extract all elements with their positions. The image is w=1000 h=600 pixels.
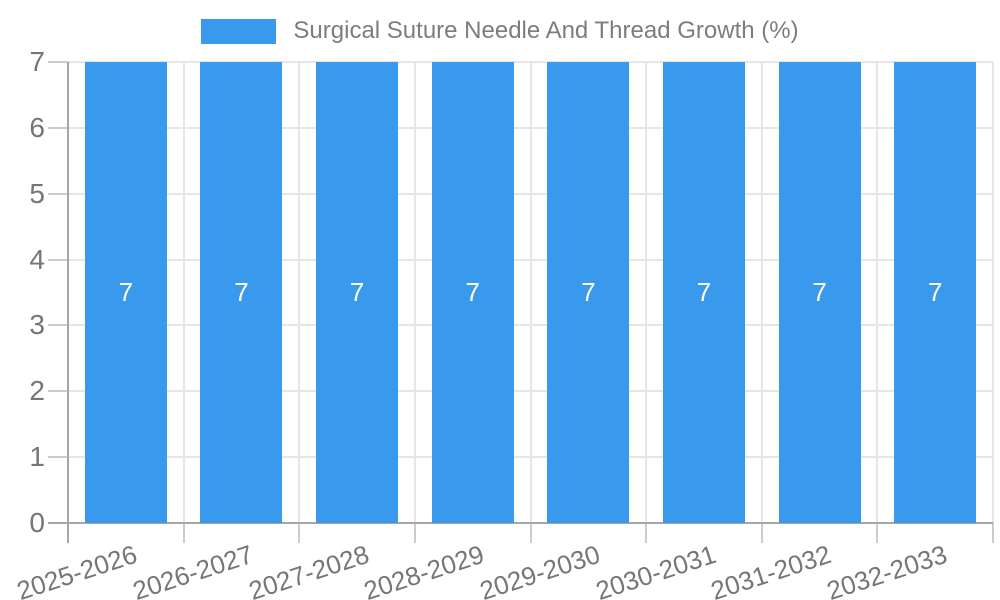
- bar[interactable]: 7: [547, 62, 630, 523]
- x-axis-label: 2027-2028: [244, 539, 373, 600]
- legend-label: Surgical Suture Needle And Thread Growth…: [293, 17, 799, 44]
- x-axis-label: 2028-2029: [360, 539, 488, 600]
- y-axis-label: 7: [29, 46, 45, 77]
- x-gridline: [645, 62, 648, 523]
- y-axis-label: 3: [29, 309, 45, 341]
- y-axis-label: 5: [29, 177, 45, 209]
- y-axis-label: 4: [29, 243, 45, 275]
- bar[interactable]: 7: [778, 62, 861, 523]
- bar-value-label: 7: [581, 277, 596, 307]
- legend-item[interactable]: Surgical Suture Needle And Thread Growth…: [201, 17, 799, 45]
- x-axis-tick: [876, 523, 879, 543]
- x-axis-label: 2025-2026: [13, 539, 142, 600]
- x-gridline: [182, 62, 185, 523]
- x-axis-label: 2030-2031: [591, 539, 720, 600]
- bar-value-label: 7: [118, 277, 134, 307]
- bar-value-label: 7: [812, 277, 827, 307]
- x-axis-tick: [413, 523, 416, 543]
- x-gridline: [298, 62, 301, 523]
- bar[interactable]: 7: [200, 62, 283, 523]
- x-axis-label: 2029-2030: [476, 539, 604, 600]
- x-axis-tick: [645, 523, 648, 543]
- y-axis-tick: [48, 126, 68, 129]
- y-axis-tick: [48, 192, 68, 195]
- x-axis-tick: [529, 523, 532, 543]
- y-axis-tick: [48, 390, 68, 393]
- bar-value-label: 7: [465, 277, 480, 307]
- y-axis-tick: [48, 61, 68, 63]
- bar-value-label: 7: [349, 277, 365, 307]
- bar[interactable]: 7: [894, 62, 977, 523]
- x-axis-label: 2032-2033: [822, 539, 951, 600]
- x-axis-tick: [992, 523, 994, 543]
- bar[interactable]: 7: [316, 62, 399, 523]
- legend: Surgical Suture Needle And Thread Growth…: [0, 17, 1000, 45]
- y-axis-tick: [48, 324, 68, 327]
- y-axis-tick: [48, 258, 68, 261]
- x-gridline: [529, 62, 532, 523]
- x-axis-tick: [182, 523, 185, 543]
- legend-swatch: [201, 18, 277, 44]
- y-axis-label: 6: [29, 111, 45, 143]
- y-axis-label: 2: [29, 375, 45, 407]
- x-axis-tick: [760, 523, 763, 543]
- y-axis-label: 0: [29, 507, 45, 538]
- x-gridline: [413, 62, 416, 523]
- bar[interactable]: 7: [84, 62, 167, 523]
- x-gridline: [876, 62, 879, 523]
- y-axis-line: [67, 62, 69, 543]
- bar[interactable]: 7: [431, 62, 514, 523]
- x-axis-label: 2031-2032: [707, 539, 835, 600]
- x-axis-tick: [298, 523, 301, 543]
- bar[interactable]: 7: [662, 62, 745, 523]
- x-axis-line: [48, 522, 993, 524]
- bar-value-label: 7: [696, 277, 712, 307]
- x-axis-label: 2026-2027: [129, 539, 257, 600]
- y-axis-label: 1: [29, 441, 45, 473]
- x-gridline: [992, 62, 994, 523]
- x-gridline: [760, 62, 763, 523]
- y-axis-tick: [48, 456, 68, 459]
- bar-value-label: 7: [234, 277, 249, 307]
- bar-value-label: 7: [927, 277, 943, 307]
